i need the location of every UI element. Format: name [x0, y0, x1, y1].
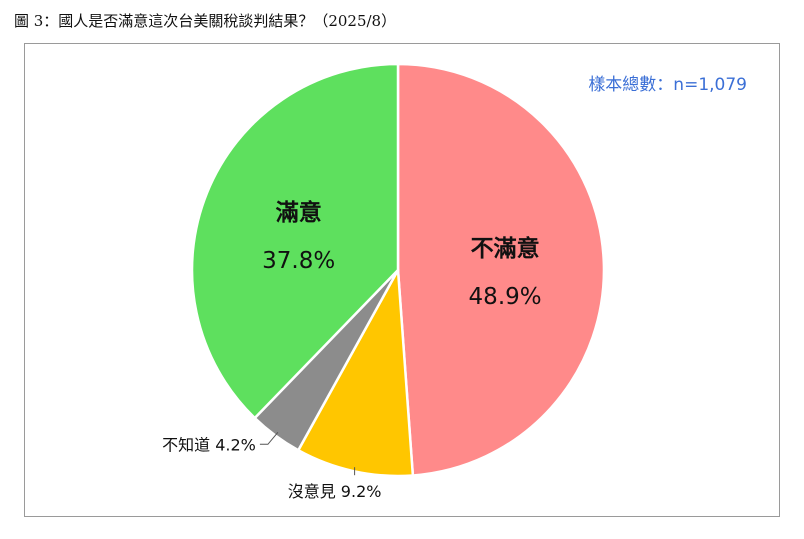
pie-label-value-4: 37.8%	[262, 248, 335, 274]
pie-slice-4	[190, 62, 400, 420]
pie-slice-1	[396, 62, 606, 477]
chart-frame: 樣本總數：n=1,079 不滿意 48.9% 沒意見 9.2% 不知道 4.2% 滿意 3…	[24, 43, 780, 517]
pie-slice-2	[297, 268, 415, 478]
pie-labels: 不滿意 48.9% 沒意見 9.2% 不知道 4.2% 滿意 37.8%	[162, 199, 541, 501]
pie-chart: 不滿意 48.9% 沒意見 9.2% 不知道 4.2% 滿意 37.8%	[162, 62, 606, 501]
pie-label-3: 不知道 4.2%	[162, 435, 256, 454]
pie-label-name-1: 不滿意	[471, 235, 540, 262]
pie-label-name-4: 滿意	[276, 199, 322, 226]
pie-label-2: 沒意見 9.2%	[288, 482, 382, 501]
pie-label-value-1: 48.9%	[469, 284, 542, 310]
figure-title: 圖 3：國人是否滿意這次台美關稅談判結果？（2025/8）	[14, 12, 397, 30]
sample-size-note: 樣本總數：n=1,079	[588, 75, 747, 95]
pie-leader-lines	[259, 431, 356, 476]
pie-slices	[190, 62, 606, 478]
pie-leader-3	[259, 431, 279, 445]
